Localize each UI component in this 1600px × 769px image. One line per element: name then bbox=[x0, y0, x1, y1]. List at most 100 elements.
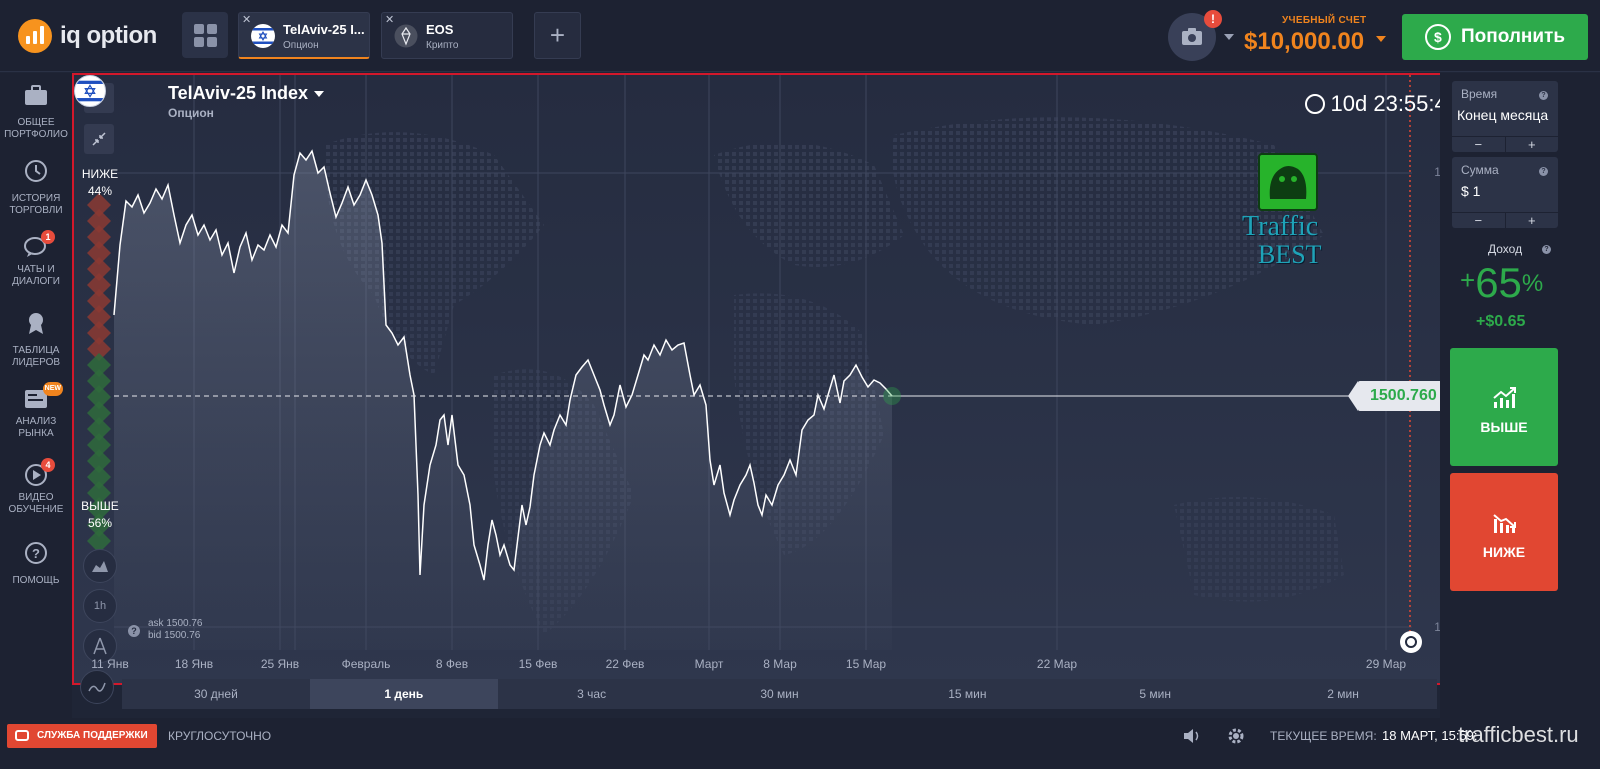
sidebar-item-label: ВИДЕО ОБУЧЕНИЕ bbox=[8, 492, 64, 515]
sentiment-below-mark bbox=[87, 337, 111, 361]
watermark-line1: Traffic bbox=[1242, 211, 1319, 242]
sidebar-item-label: ОБЩЕЕ ПОРТФОЛИО bbox=[4, 117, 68, 140]
chevron-down-icon[interactable] bbox=[1376, 36, 1386, 42]
amount-value[interactable]: $ 1 bbox=[1461, 183, 1481, 199]
ask-bid-info: ask 1500.76 bid 1500.76 bbox=[148, 618, 203, 642]
expiration-icon[interactable] bbox=[1400, 631, 1422, 653]
timeframe-option[interactable]: 1 день bbox=[309, 679, 498, 709]
close-tab-icon[interactable]: ✕ bbox=[242, 14, 252, 26]
camera-icon bbox=[1182, 28, 1202, 45]
israel-flag-icon bbox=[74, 75, 106, 107]
sidebar-item-label: ЧАТЫ И ДИАЛОГИ bbox=[12, 264, 60, 287]
sidebar-item-label: АНАЛИЗ РЫНКА bbox=[15, 416, 57, 439]
tab-subtitle: Опцион bbox=[283, 40, 319, 51]
timeframe-option[interactable]: 30 мин bbox=[760, 687, 799, 701]
history-icon bbox=[25, 160, 47, 182]
dollar-icon: $ bbox=[1424, 24, 1451, 50]
indicators-button[interactable] bbox=[80, 670, 114, 704]
camera-button[interactable]: ! bbox=[1168, 10, 1222, 61]
price-chart[interactable]: × TelAviv-25 Index Опцион 10d 23:55:43 Н… bbox=[72, 73, 1465, 685]
sentiment-above-label: ВЫШЕ bbox=[81, 499, 119, 513]
sentiment-below-pct: 44% bbox=[87, 184, 113, 198]
sound-icon[interactable] bbox=[1182, 727, 1202, 745]
timeframe-option[interactable]: 3 час bbox=[577, 687, 607, 701]
collapse-chart-button[interactable] bbox=[84, 124, 114, 154]
close-tab-icon[interactable]: ✕ bbox=[385, 14, 395, 26]
indicators-icon bbox=[88, 682, 106, 692]
gear-icon[interactable] bbox=[1226, 726, 1246, 746]
logo[interactable]: iq option bbox=[18, 19, 157, 53]
sentiment-above-mark bbox=[87, 513, 111, 537]
tab-subtitle: Крипто bbox=[426, 40, 459, 51]
sidebar-item-portfolio[interactable]: ОБЩЕЕ ПОРТФОЛИО bbox=[0, 83, 72, 141]
sentiment-above-mark bbox=[87, 353, 111, 377]
amount-plus-button[interactable]: + bbox=[1527, 213, 1536, 228]
timeframe-option[interactable]: 2 мин bbox=[1327, 687, 1359, 701]
profit-label: Доход bbox=[1488, 242, 1523, 256]
sidebar-item-analysis[interactable]: NEW АНАЛИЗ РЫНКА bbox=[0, 382, 72, 440]
amount-minus-button[interactable]: − bbox=[1452, 213, 1506, 228]
account-balance[interactable]: $10,000.00 bbox=[1244, 28, 1365, 55]
time-plus-button[interactable]: + bbox=[1527, 137, 1536, 152]
candle-time-button[interactable]: 1h bbox=[83, 589, 117, 623]
bear-icon bbox=[1258, 153, 1318, 211]
current-price-label: 1500.760 bbox=[1348, 381, 1447, 411]
video-icon: 4 bbox=[23, 458, 55, 487]
sentiment-below-mark bbox=[87, 225, 111, 249]
x-axis-tick: 15 Фев bbox=[518, 657, 558, 671]
asset-type: Опцион bbox=[168, 106, 214, 120]
sidebar-item-history[interactable]: ИСТОРИЯ ТОРГОВЛИ bbox=[0, 159, 72, 217]
svg-text:?: ? bbox=[32, 546, 40, 561]
chart-canvas[interactable] bbox=[74, 75, 1463, 683]
x-axis-tick: 15 Мар bbox=[845, 657, 887, 671]
sentiment-above-mark bbox=[87, 449, 111, 473]
help-icon[interactable]: ? bbox=[1539, 91, 1548, 100]
price-line bbox=[113, 149, 893, 581]
chevron-down-icon[interactable] bbox=[314, 91, 324, 97]
chevron-down-icon[interactable] bbox=[1224, 34, 1234, 40]
x-axis-tick: 25 Янв bbox=[260, 657, 300, 671]
help-icon[interactable]: ? bbox=[128, 625, 140, 637]
time-field[interactable]: Время ? Конец месяца − + bbox=[1452, 81, 1558, 152]
world-map-decoration bbox=[324, 117, 1344, 635]
drawing-tools-button[interactable] bbox=[83, 629, 117, 663]
sentiment-above-pct: 56% bbox=[87, 516, 113, 530]
bottom-bar: СЛУЖБА ПОДДЕРЖКИ КРУГЛОСУТОЧНО ТЕКУЩЕЕ В… bbox=[0, 718, 1600, 769]
timeframe-option[interactable]: 5 мин bbox=[1139, 687, 1172, 701]
sidebar-item-video[interactable]: 4 ВИДЕО ОБУЧЕНИЕ bbox=[0, 458, 72, 516]
amount-field[interactable]: Сумма ? $ 1 − + bbox=[1452, 157, 1558, 228]
deposit-button[interactable]: $ Пополнить bbox=[1402, 14, 1588, 60]
top-bar: iq option ✕ TelAviv-25 I... Опцион ✕ EOS… bbox=[0, 0, 1600, 72]
sidebar-item-help[interactable]: ? ПОМОЩЬ bbox=[0, 541, 72, 587]
asset-tab-eos[interactable]: ✕ EOS Крипто bbox=[381, 12, 513, 59]
help-icon[interactable]: ? bbox=[1539, 167, 1548, 176]
timeframe-option[interactable]: 15 мин bbox=[948, 687, 987, 701]
eos-icon bbox=[394, 24, 418, 48]
asset-grid-button[interactable] bbox=[182, 12, 228, 58]
new-badge: NEW bbox=[42, 382, 63, 396]
bid-value: bid 1500.76 bbox=[148, 630, 201, 641]
asset-tab-telaviv[interactable]: ✕ TelAviv-25 I... Опцион bbox=[238, 12, 370, 59]
lower-label: НИЖЕ bbox=[1482, 544, 1526, 560]
time-stepper: − + bbox=[1452, 136, 1558, 152]
sentiment-below-mark bbox=[87, 241, 111, 265]
sentiment-below-mark bbox=[87, 257, 111, 281]
current-time-label: ТЕКУЩЕЕ ВРЕМЯ: bbox=[1270, 729, 1377, 743]
support-button[interactable]: СЛУЖБА ПОДДЕРЖКИ bbox=[7, 724, 157, 748]
sidebar-item-chats[interactable]: 1 ЧАТЫ И ДИАЛОГИ bbox=[0, 230, 72, 288]
sidebar-item-leaderboard[interactable]: ТАБЛИЦА ЛИДЕРОВ bbox=[0, 311, 72, 369]
ask-value: ask 1500.76 bbox=[148, 618, 203, 629]
timeframe-option[interactable]: 30 дней bbox=[194, 687, 238, 701]
sentiment-above-mark bbox=[87, 417, 111, 441]
chat-icon bbox=[15, 730, 29, 741]
chart-type-button[interactable] bbox=[83, 549, 117, 583]
help-icon[interactable]: ? bbox=[1542, 245, 1551, 254]
tab-name: EOS bbox=[426, 22, 454, 37]
add-tab-button[interactable]: + bbox=[534, 12, 581, 59]
call-higher-button[interactable]: ВЫШЕ bbox=[1450, 348, 1558, 466]
time-value[interactable]: Конец месяца bbox=[1457, 107, 1549, 123]
asset-title[interactable]: TelAviv-25 Index bbox=[168, 83, 309, 103]
put-lower-button[interactable]: НИЖЕ bbox=[1450, 473, 1558, 591]
time-minus-button[interactable]: − bbox=[1452, 137, 1506, 152]
profit-amount: +$0.65 bbox=[1476, 313, 1526, 330]
